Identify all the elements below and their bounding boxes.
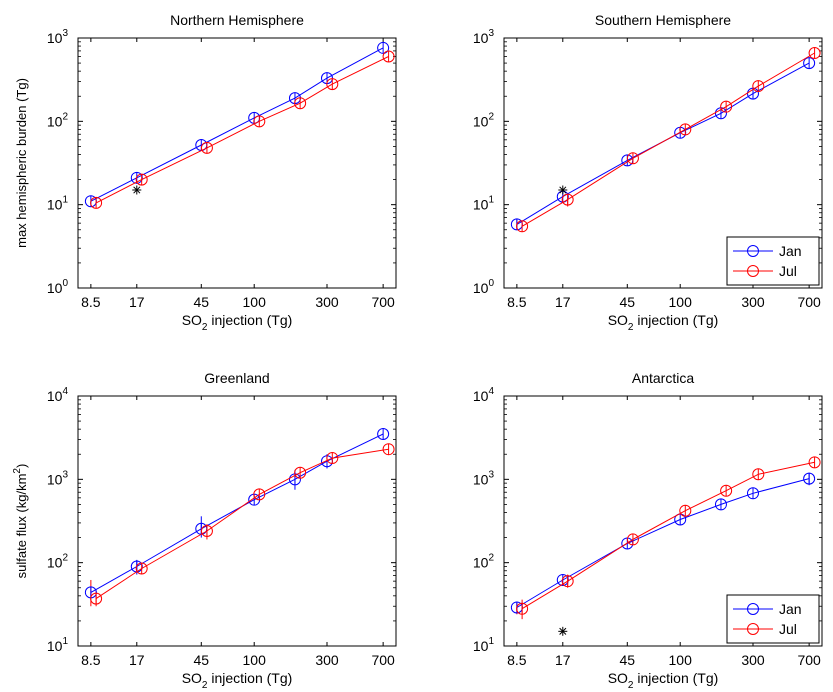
northern-hemisphere-xtick-label: 100 bbox=[243, 294, 267, 310]
antarctica-xlabel: SO2 injection (Tg) bbox=[608, 670, 719, 691]
greenland-xtick-label: 8.5 bbox=[81, 652, 101, 668]
antarctica-asterisk-marker bbox=[558, 626, 568, 636]
greenland-ytick-label: 101 bbox=[47, 636, 69, 654]
greenland-ytick-label: 102 bbox=[47, 553, 69, 571]
southern-hemisphere-series-jan-line bbox=[516, 62, 810, 225]
northern-hemisphere-asterisk-marker bbox=[132, 185, 142, 195]
southern-hemisphere-plot-area bbox=[510, 47, 821, 233]
southern-hemisphere-xtick-label: 300 bbox=[741, 294, 765, 310]
northern-hemisphere-xtick-label: 17 bbox=[129, 294, 145, 310]
southern-hemisphere-asterisk-marker bbox=[558, 185, 568, 195]
antarctica-legend-box bbox=[726, 594, 820, 644]
southern-hemisphere-legend-marker-jan bbox=[747, 245, 759, 257]
antarctica-xtick-label: 45 bbox=[620, 652, 636, 668]
antarctica-legend-marker-jul bbox=[747, 623, 759, 635]
antarctica-legend-label-jul: Jul bbox=[779, 621, 797, 637]
greenland-ytick-label: 104 bbox=[47, 386, 69, 404]
southern-hemisphere-xtick-label: 45 bbox=[620, 294, 636, 310]
greenland-xtick-label: 45 bbox=[194, 652, 210, 668]
antarctica-xtick-label: 17 bbox=[555, 652, 571, 668]
northern-hemisphere-ytick-label: 100 bbox=[47, 278, 69, 296]
northern-hemisphere-xtick-label: 8.5 bbox=[81, 294, 101, 310]
antarctica-xtick-label: 300 bbox=[741, 652, 765, 668]
northern-hemisphere-ytick-label: 103 bbox=[47, 28, 69, 46]
northern-hemisphere-series-jul-line bbox=[95, 56, 389, 204]
greenland-xtick-label: 300 bbox=[315, 652, 339, 668]
southern-hemisphere-legend-box bbox=[726, 236, 820, 286]
antarctica-ytick-label: 102 bbox=[473, 553, 495, 571]
antarctica-ytick-label: 104 bbox=[473, 386, 495, 404]
southern-hemisphere-xtick-label: 100 bbox=[669, 294, 693, 310]
southern-hemisphere-ytick-label: 103 bbox=[473, 28, 495, 46]
southern-hemisphere-axes-box bbox=[503, 37, 823, 289]
southern-hemisphere-ytick-label: 101 bbox=[473, 195, 495, 213]
antarctica-legend: Jan Jul bbox=[726, 594, 820, 644]
greenland-panel: Greenland 8.5 17 45 100 300 700 101 102 103 104 SO2… bbox=[12, 370, 397, 691]
northern-hemisphere-ytick-label: 101 bbox=[47, 195, 69, 213]
northern-hemisphere-panel: Northern Hemisphere 8.5 17 45 100 300 700 100 10… bbox=[14, 12, 397, 333]
southern-hemisphere-legend-label-jul: Jul bbox=[779, 263, 797, 279]
greenland-ytick-label: 103 bbox=[47, 469, 69, 487]
northern-hemisphere-xtick-label: 45 bbox=[194, 294, 210, 310]
southern-hemisphere-ytick-label: 102 bbox=[473, 111, 495, 129]
southern-hemisphere-series-jul-line bbox=[521, 52, 815, 227]
southern-hemisphere-legend-label-jan: Jan bbox=[779, 243, 802, 259]
northern-hemisphere-xtick-label: 700 bbox=[371, 294, 395, 310]
southern-hemisphere-panel: Southern Hemisphere 8.5 17 45 100 300 700 100 10… bbox=[473, 12, 823, 333]
antarctica-axes-box bbox=[503, 395, 823, 647]
southern-hemisphere-xtick-label: 17 bbox=[555, 294, 571, 310]
antarctica-series-jan-line bbox=[516, 478, 810, 608]
greenland-xlabel: SO2 injection (Tg) bbox=[182, 670, 293, 691]
greenland-ylabel: sulfate flux (kg/km2) bbox=[12, 464, 29, 579]
southern-hemisphere-xtick-label: 700 bbox=[797, 294, 821, 310]
antarctica-xtick-label: 700 bbox=[797, 652, 821, 668]
northern-hemisphere-ylabel: max hemispheric burden (Tg) bbox=[14, 78, 29, 248]
antarctica-legend-marker-jan bbox=[747, 603, 759, 615]
northern-hemisphere-ytick-label: 102 bbox=[47, 111, 69, 129]
southern-hemisphere-ytick-label: 100 bbox=[473, 278, 495, 296]
greenland-series-jul-line bbox=[95, 448, 389, 600]
antarctica-ytick-label: 103 bbox=[473, 469, 495, 487]
northern-hemisphere-title: Northern Hemisphere bbox=[170, 12, 304, 28]
antarctica-ytick-label: 101 bbox=[473, 636, 495, 654]
southern-hemisphere-title: Southern Hemisphere bbox=[595, 12, 731, 28]
antarctica-plot-area bbox=[510, 456, 821, 636]
greenland-axes-box bbox=[77, 395, 397, 647]
southern-hemisphere-legend: Jan Jul bbox=[726, 236, 820, 286]
greenland-plot-area bbox=[84, 427, 395, 607]
northern-hemisphere-plot-area bbox=[84, 41, 395, 209]
northern-hemisphere-xtick-label: 300 bbox=[315, 294, 339, 310]
greenland-xtick-label: 700 bbox=[371, 652, 395, 668]
greenland-xtick-label: 17 bbox=[129, 652, 145, 668]
greenland-xtick-label: 100 bbox=[243, 652, 267, 668]
northern-hemisphere-series-jan-line bbox=[90, 47, 384, 202]
greenland-title: Greenland bbox=[204, 370, 269, 386]
northern-hemisphere-xlabel: SO2 injection (Tg) bbox=[182, 312, 293, 333]
southern-hemisphere-xlabel: SO2 injection (Tg) bbox=[608, 312, 719, 333]
southern-hemisphere-legend-marker-jul bbox=[747, 265, 759, 277]
antarctica-title: Antarctica bbox=[632, 370, 694, 386]
antarctica-legend-label-jan: Jan bbox=[779, 601, 802, 617]
northern-hemisphere-axes-box bbox=[77, 37, 397, 289]
greenland-series-jan-line bbox=[90, 433, 384, 593]
antarctica-xtick-label: 8.5 bbox=[507, 652, 527, 668]
antarctica-xtick-label: 100 bbox=[669, 652, 693, 668]
antarctica-panel: Antarctica 8.5 17 45 100 300 700 101 102 103 104 SO… bbox=[473, 370, 823, 691]
southern-hemisphere-xtick-label: 8.5 bbox=[507, 294, 527, 310]
